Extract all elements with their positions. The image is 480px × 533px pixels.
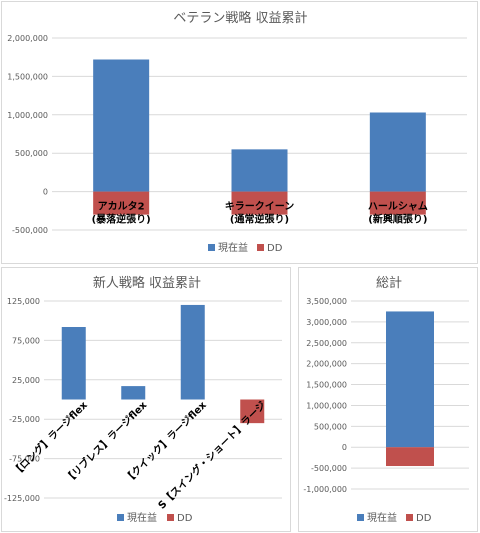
legend-swatch-profit <box>357 514 364 521</box>
y-tick-label: 2,500,000 <box>306 339 347 348</box>
legend-swatch-profit <box>117 514 124 521</box>
chart-title: 新人戦略 収益累計 <box>93 275 201 291</box>
drawdown-bar <box>231 191 288 215</box>
y-tick-label: 0 <box>43 188 48 197</box>
legend-label: 現在益 <box>367 511 397 524</box>
y-tick-label: 2,000,000 <box>306 360 347 369</box>
profit-bar <box>231 149 288 192</box>
total-chart: 総計 3,500,000 3,000,000 2,500,000 2,000,000 1,… <box>298 267 478 532</box>
y-tick-label: -75,000 <box>9 455 40 464</box>
legend-swatch-profit <box>208 244 215 251</box>
veteran-strategy-chart: ベテラン戦略 収益累計 2,000,000 1,500,000 1,000,000 50… <box>1 1 478 264</box>
y-tick-label: 25,000 <box>12 376 40 385</box>
profit-bar <box>93 59 150 192</box>
legend-label: DD <box>267 243 283 254</box>
drawdown-bar <box>386 447 434 467</box>
chart-title: 総計 <box>376 275 402 291</box>
category-label: アカルタ2 <box>98 201 145 213</box>
y-tick-label: 1,000,000 <box>7 111 48 120</box>
profit-bar <box>386 311 434 448</box>
drawdown-bar <box>93 191 150 215</box>
rookie-strategy-chart: 新人戦略 収益累計 125,000 75,000 25,000 -25,000 -75,0… <box>1 267 291 532</box>
profit-bar <box>180 304 205 400</box>
legend-swatch-dd <box>257 244 264 251</box>
y-tick-label: -500,000 <box>311 464 347 473</box>
rookie-strategy-chart-svg: 新人戦略 収益累計 125,000 75,000 25,000 -25,000 -75,0… <box>4 275 282 524</box>
profit-bar <box>61 327 86 400</box>
category-label: S【スイング・ショート】ラージ <box>155 398 268 511</box>
profit-bar <box>121 386 146 400</box>
legend-swatch-dd <box>167 514 174 521</box>
category-label: (通常逆張り) <box>230 213 289 226</box>
legend-label: DD <box>416 513 432 524</box>
legend-label: DD <box>177 513 193 524</box>
y-tick-label: -25,000 <box>9 415 40 424</box>
drawdown-bar <box>369 191 426 215</box>
y-tick-label: 1,500,000 <box>7 72 48 81</box>
y-tick-label: 500,000 <box>314 422 347 431</box>
total-chart-svg: 総計 3,500,000 3,000,000 2,500,000 2,000,000 1,… <box>303 275 469 524</box>
y-tick-label: -125,000 <box>4 494 40 503</box>
y-tick-label: 1,000,000 <box>306 401 347 410</box>
y-tick-label: 3,500,000 <box>306 297 347 306</box>
profit-bar <box>369 112 426 192</box>
chart-title: ベテラン戦略 収益累計 <box>173 10 307 26</box>
category-label: ハールシャム <box>368 201 428 213</box>
category-label: (暴落逆張り) <box>92 213 151 226</box>
category-label: (新興順張り) <box>368 213 427 226</box>
legend-swatch-dd <box>406 514 413 521</box>
y-tick-label: 0 <box>342 443 347 452</box>
y-tick-label: 75,000 <box>12 336 40 345</box>
legend-label: 現在益 <box>218 241 248 254</box>
y-tick-label: 500,000 <box>15 149 48 158</box>
y-tick-label: 2,000,000 <box>7 34 48 43</box>
veteran-strategy-chart-svg: ベテラン戦略 収益累計 2,000,000 1,500,000 1,000,000 50… <box>7 10 467 254</box>
y-tick-label: 125,000 <box>7 297 40 306</box>
category-label: キラークイーン <box>225 201 295 213</box>
y-tick-label: 3,000,000 <box>306 318 347 327</box>
drawdown-bar <box>240 399 265 424</box>
y-tick-label: -1,000,000 <box>303 485 347 494</box>
y-tick-label: -500,000 <box>12 226 48 235</box>
y-tick-label: 1,500,000 <box>306 381 347 390</box>
legend-label: 現在益 <box>127 511 157 524</box>
